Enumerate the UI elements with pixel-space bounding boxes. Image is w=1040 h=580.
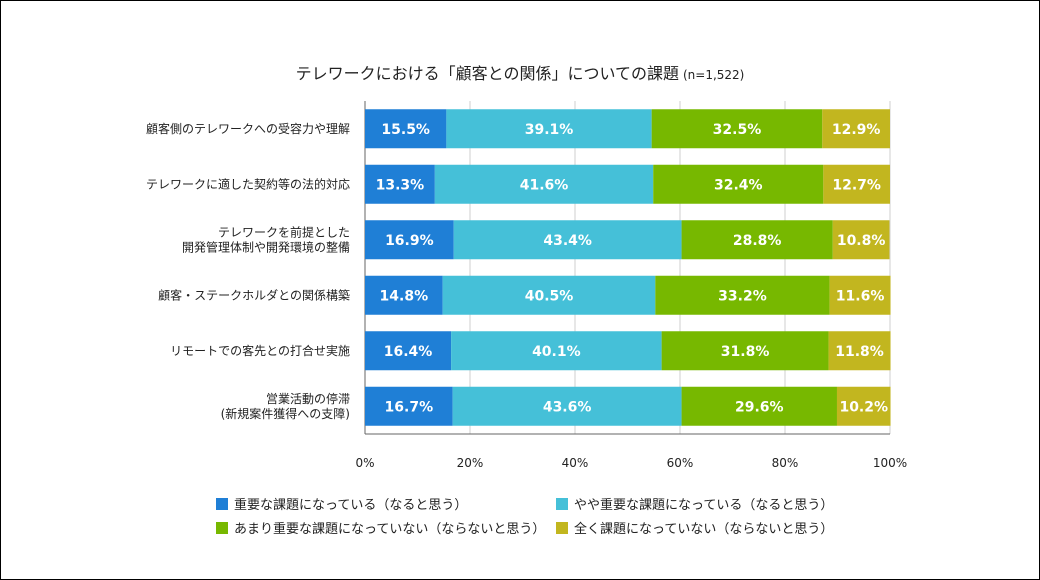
bar-segment (434, 164, 654, 204)
category-label: 営業活動の停滞 (266, 391, 350, 406)
category-label: (新規案件獲得への支障) (221, 406, 350, 421)
data-label: 10.8% (837, 233, 886, 249)
legend: 重要な課題になっている（なると思う） やや重要な課題になっている（なると思う） … (216, 494, 916, 544)
legend-label: あまり重要な課題になっていない（ならないと思う） (234, 522, 546, 537)
chart-title: テレワークにおける「顧客との関係」についての課題 (n=1,522) (0, 60, 1040, 84)
bar-segment (453, 220, 682, 260)
bar-segment (832, 220, 890, 260)
legend-swatch (216, 521, 228, 534)
data-label: 13.3% (376, 177, 425, 193)
data-label: 12.9% (832, 122, 881, 138)
data-label: 33.2% (718, 288, 767, 304)
legend-label: 重要な課題になっている（なると思う） (234, 498, 468, 513)
bar-segment (442, 275, 656, 315)
category-label: テレワークに適した契約等の法的対応 (146, 176, 350, 191)
data-label: 43.4% (543, 233, 592, 249)
bar-segment (829, 275, 891, 315)
data-label: 11.6% (836, 288, 885, 304)
data-label: 15.5% (381, 122, 430, 138)
bar-segment (822, 109, 890, 149)
data-label: 31.8% (721, 344, 770, 360)
bar-segment (451, 331, 662, 371)
category-label: テレワークを前提とした (218, 224, 350, 239)
data-label: 32.4% (714, 177, 763, 193)
bar-segment (681, 386, 837, 426)
chart-title-text: テレワークにおける「顧客との関係」についての課題 (295, 64, 679, 83)
data-label: 29.6% (735, 399, 784, 415)
bar-segment (681, 220, 833, 260)
legend-label: 全く課題になっていない（ならないと思う） (574, 522, 834, 537)
category-label: 顧客側のテレワークへの受容力や理解 (146, 121, 350, 136)
x-tick-label: 60% (667, 456, 694, 470)
legend-swatch (556, 497, 568, 510)
x-tick-label: 100% (873, 456, 907, 470)
sample-size: (n=1,522) (682, 68, 745, 82)
bar-segment (653, 164, 824, 204)
bar-segment (651, 109, 823, 149)
data-label: 32.5% (713, 122, 762, 138)
data-label: 39.1% (525, 122, 574, 138)
bar-segment (446, 109, 652, 149)
data-label: 40.5% (525, 288, 574, 304)
legend-swatch (216, 497, 228, 510)
data-label: 16.9% (385, 233, 434, 249)
bar-segment (823, 164, 890, 204)
bar-segment (365, 275, 443, 315)
data-label: 41.6% (520, 177, 569, 193)
data-label: 28.8% (733, 233, 782, 249)
category-label: 開発管理体制や開発環境の整備 (182, 239, 350, 254)
data-label: 11.8% (835, 344, 884, 360)
bar-segment (365, 164, 435, 204)
legend-item-somewhat-important: やや重要な課題になっている（なると思う） (556, 494, 833, 513)
legend-item-important: 重要な課題になっている（なると思う） (216, 494, 467, 513)
bar-segment (828, 331, 891, 371)
x-tick-label: 40% (562, 456, 589, 470)
data-label: 43.6% (543, 399, 592, 415)
bar-segment (452, 386, 682, 426)
x-tick-label: 0% (355, 456, 374, 470)
data-label: 14.8% (380, 288, 429, 304)
category-label: 顧客・ステークホルダとの関係構築 (158, 287, 350, 302)
legend-item-not-very-important: あまり重要な課題になっていない（ならないと思う） (216, 518, 545, 537)
data-label: 16.7% (385, 399, 434, 415)
bar-segment (365, 331, 452, 371)
data-label: 10.2% (839, 399, 888, 415)
bar-segment (661, 331, 829, 371)
data-label: 16.4% (384, 344, 433, 360)
x-tick-label: 80% (772, 456, 799, 470)
legend-swatch (556, 521, 568, 534)
category-label: リモートでの客先との打合せ実施 (170, 343, 350, 358)
bar-segment (365, 220, 454, 260)
bar-segment (365, 386, 453, 426)
legend-label: やや重要な課題になっている（なると思う） (574, 498, 834, 513)
bar-segment (836, 386, 891, 426)
data-label: 40.1% (532, 344, 581, 360)
bar-segment (365, 109, 447, 149)
x-tick-label: 20% (457, 456, 484, 470)
data-label: 12.7% (832, 177, 881, 193)
bar-segment (655, 275, 830, 315)
legend-item-not-an-issue: 全く課題になっていない（ならないと思う） (556, 518, 833, 537)
